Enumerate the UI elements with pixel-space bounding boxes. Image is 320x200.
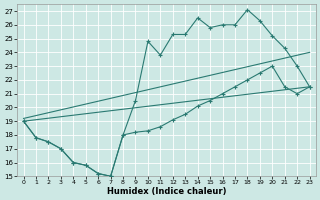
X-axis label: Humidex (Indice chaleur): Humidex (Indice chaleur) <box>107 187 226 196</box>
